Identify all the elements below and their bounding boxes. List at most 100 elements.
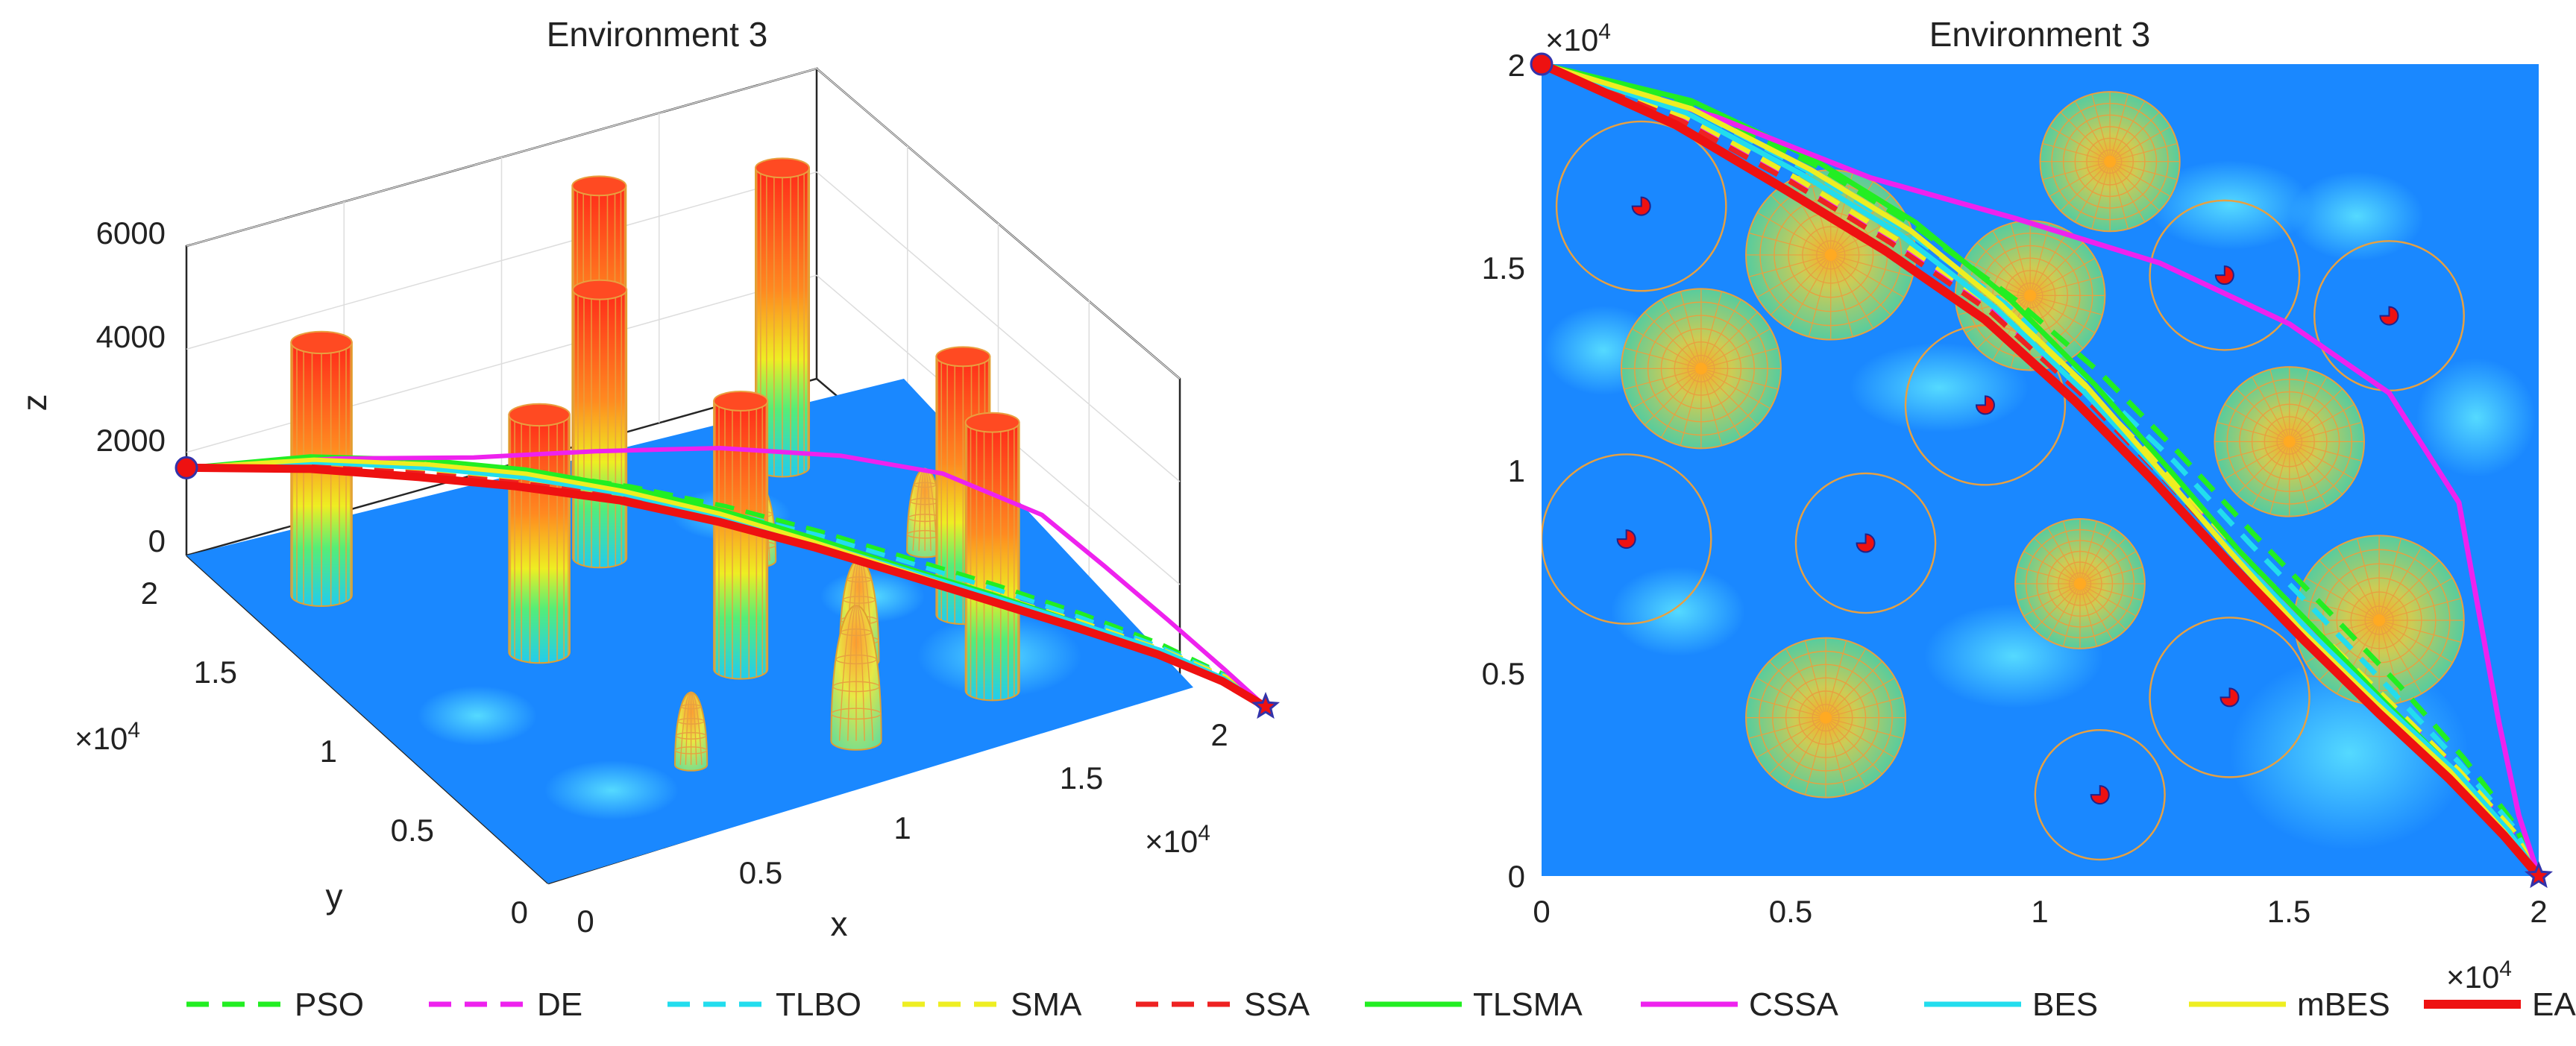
markers-3d bbox=[175, 456, 1281, 719]
obstacle-core bbox=[1856, 533, 1876, 553]
obstacle-spoke bbox=[2029, 294, 2096, 334]
obstacle-spoke bbox=[1804, 640, 1826, 718]
obstacle-spoke bbox=[2109, 161, 2129, 230]
obstacle-spoke bbox=[2029, 294, 2103, 315]
obstacle-spoke bbox=[2109, 161, 2146, 223]
dome-mesh-line bbox=[855, 604, 874, 741]
obstacle-spoke bbox=[1624, 368, 1702, 390]
obstacle-spoke bbox=[2289, 441, 2354, 480]
obstacle-spoke bbox=[2224, 441, 2290, 480]
obstacle-spoke bbox=[2017, 583, 2081, 602]
legend-label: EAB-BES bbox=[2532, 986, 2576, 1023]
obstacle-core bbox=[1975, 395, 1995, 415]
obstacle-spoke bbox=[1825, 677, 1895, 719]
legend-label: SSA bbox=[1244, 986, 1310, 1023]
x-axis-label: x bbox=[831, 904, 848, 943]
obstacle-spoke bbox=[1660, 299, 1702, 369]
obstacle-spoke bbox=[2029, 242, 2084, 296]
contour-y-multiplier: ×104 bbox=[1545, 19, 1611, 57]
obstacle-spoke bbox=[1748, 254, 1831, 277]
path3d-EAB-BES bbox=[186, 463, 1268, 711]
start-marker bbox=[1530, 52, 1554, 76]
path3d-CSSA bbox=[186, 446, 1268, 709]
obstacle-spoke bbox=[2224, 403, 2290, 442]
obstacle-spoke bbox=[1785, 717, 1826, 787]
x-tick: 1.5 bbox=[1060, 760, 1103, 795]
obstacle-spoke bbox=[2378, 577, 2453, 621]
obstacle-spoke bbox=[1825, 717, 1895, 758]
legend-label: SMA bbox=[1011, 986, 1082, 1023]
obstacle-spoke bbox=[2109, 161, 2171, 197]
obstacle-spoke bbox=[1631, 368, 1702, 409]
obstacle-spoke bbox=[2049, 161, 2111, 197]
obstacle-spoke bbox=[2049, 126, 2111, 163]
obstacle-spoke bbox=[1788, 254, 1832, 329]
obstacle-spoke bbox=[1700, 312, 1758, 369]
obstacle-spoke bbox=[1992, 295, 2031, 361]
path2d-mBES bbox=[1540, 61, 2541, 878]
y-tick: 0 bbox=[1508, 859, 1525, 894]
obstacle-spoke bbox=[1830, 254, 1853, 337]
obstacle-core bbox=[2220, 687, 2240, 708]
obstacle-spoke bbox=[2029, 257, 2096, 296]
y-tick: 2 bbox=[141, 576, 158, 611]
goal-marker bbox=[1251, 691, 1281, 719]
path2d-CSSA bbox=[1540, 61, 2542, 878]
markers-2d bbox=[1530, 52, 2554, 889]
obstacle-spoke bbox=[1757, 254, 1832, 298]
obstacle-spoke bbox=[2029, 294, 2084, 349]
obstacle-spoke bbox=[2357, 538, 2380, 621]
obstacle-center bbox=[1824, 248, 1837, 261]
obstacle-spoke bbox=[2079, 583, 2137, 617]
obstacle-spoke bbox=[2091, 161, 2111, 230]
obstacle-spoke bbox=[2336, 546, 2380, 621]
obstacle-spoke bbox=[1700, 368, 1771, 409]
obstacle-center bbox=[2283, 435, 2296, 448]
obstacle-spoke bbox=[2079, 583, 2098, 647]
obstacle-core bbox=[2379, 306, 2399, 326]
obstacle-spoke bbox=[2289, 441, 2343, 495]
filled-obstacle bbox=[2214, 366, 2366, 517]
obstacle-spoke bbox=[1830, 254, 1891, 315]
obstacle-spoke bbox=[1700, 328, 1771, 369]
surface3d-panel: Environment 3 0 2000 4000 6000 z bbox=[15, 15, 1281, 943]
z-tick: 6000 bbox=[96, 215, 166, 251]
obstacle-spoke bbox=[1825, 717, 1883, 775]
cylinder-top bbox=[290, 330, 353, 355]
obstacle-spoke bbox=[2079, 583, 2143, 602]
obstacle-spoke bbox=[2378, 620, 2462, 643]
cylinder-obstacle bbox=[290, 330, 353, 607]
obstacle-spoke bbox=[1700, 347, 1779, 369]
obstacle-spoke bbox=[1992, 230, 2031, 296]
obstacle-spoke bbox=[2269, 441, 2290, 514]
x-tick: 2 bbox=[1210, 717, 1228, 752]
obstacle-spoke bbox=[2109, 161, 2160, 212]
x-tick: 0 bbox=[577, 904, 594, 939]
obstacle-spoke bbox=[2305, 577, 2380, 621]
legend-entry: SMA bbox=[902, 986, 1082, 1023]
outline-obstacle bbox=[1542, 453, 1712, 625]
outline-obstacle bbox=[1794, 472, 1937, 614]
obstacle-spoke bbox=[1748, 696, 1826, 719]
obstacle-spoke bbox=[1964, 257, 2031, 296]
path2d-SMA bbox=[1540, 61, 2542, 878]
legend-label: TLSMA bbox=[1473, 986, 1583, 1023]
y-tick: 1.5 bbox=[194, 655, 237, 690]
dome-mesh-line bbox=[847, 604, 857, 741]
obstacle-spoke bbox=[2109, 112, 2160, 163]
obstacle-spoke bbox=[2034, 583, 2081, 630]
obstacle-spoke bbox=[1756, 677, 1826, 719]
obstacle-outline bbox=[1542, 453, 1712, 625]
x-tick: 0.5 bbox=[739, 855, 782, 890]
obstacle-spoke bbox=[2109, 101, 2146, 162]
cylinder-obstacle bbox=[713, 390, 769, 680]
obstacle-spoke bbox=[1825, 640, 1847, 718]
obstacle-spoke bbox=[1804, 717, 1826, 795]
obstacle-spoke bbox=[1825, 717, 1903, 739]
obstacle-spoke bbox=[1660, 368, 1702, 438]
obstacle-spoke bbox=[1976, 242, 2031, 296]
obstacle-spoke bbox=[2074, 101, 2111, 162]
cylinder-obstacle bbox=[964, 412, 1020, 702]
y-tick: 1.5 bbox=[1482, 251, 1525, 286]
obstacle-core bbox=[2214, 265, 2234, 286]
